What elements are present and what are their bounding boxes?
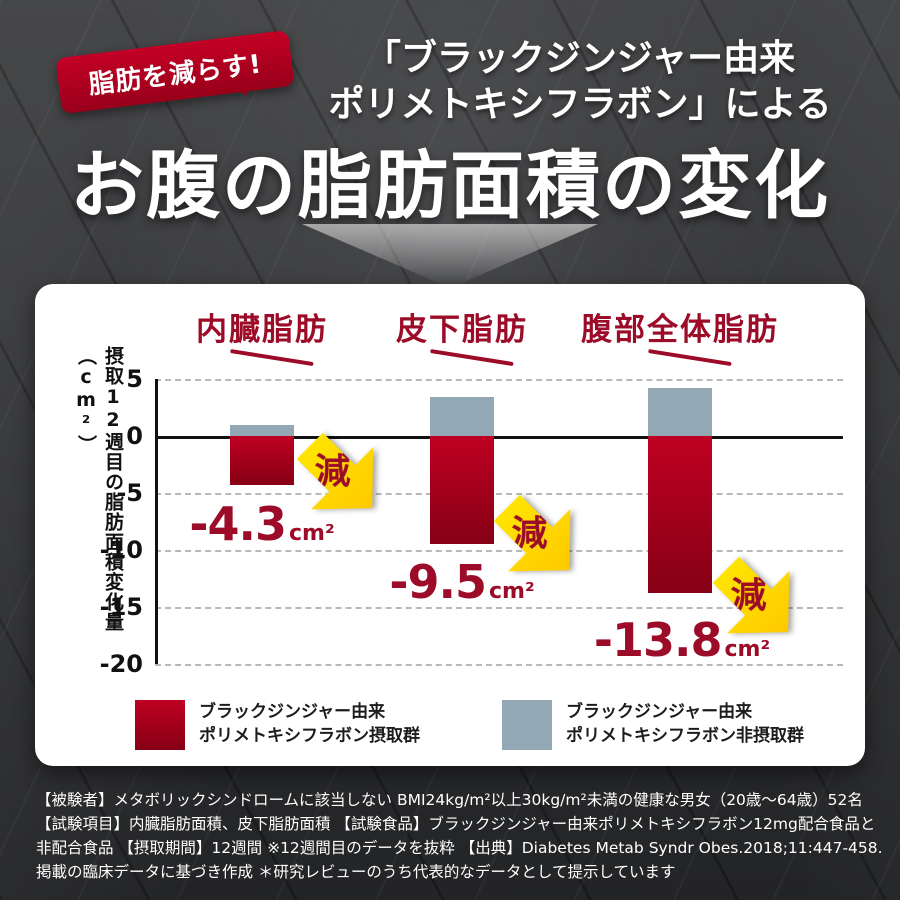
legend-item-intake-group: ブラックジンジャー由来 ポリメトキシフラボン摂取群	[135, 700, 420, 750]
bar-intake	[230, 436, 294, 485]
chart-panel: 内臓脂肪 皮下脂肪 腹部全体脂肪 摂取12週目の脂肪面積変化量（cm²） 5 0…	[35, 284, 865, 766]
plot-area: 5 0 -5 -10 -15 -20	[100, 365, 843, 678]
legend-swatch-non-intake	[502, 700, 552, 750]
reduction-kanji: 減	[511, 513, 548, 555]
zero-line	[155, 436, 843, 439]
value-label-visceral-fat: -4.3 cm²	[147, 497, 377, 551]
y-tick-5: 5	[126, 365, 143, 393]
gridline-m5	[155, 493, 843, 495]
legend-line2: ポリメトキシフラボン摂取群	[199, 726, 420, 746]
value-number: -13.8	[593, 613, 723, 667]
value-label-total-abdominal-fat: -13.8 cm²	[567, 613, 797, 667]
legend-swatch-intake	[135, 700, 185, 750]
value-label-subcutaneous-fat: -9.5 cm²	[347, 555, 577, 609]
y-tick-0: 0	[126, 422, 143, 450]
gridline-m15	[155, 607, 843, 609]
category-label-visceral-fat: 内臓脂肪	[196, 304, 328, 358]
bar-group-total-abdominal-fat	[648, 379, 712, 664]
badge-label: 脂肪を減らす!	[86, 48, 264, 100]
value-number: -4.3	[189, 497, 287, 551]
bar-group-subcutaneous-fat	[430, 379, 494, 664]
footnote-line: 【被験者】メタボリックシンドロームに該当しない BMI24kg/m²以上30kg…	[36, 791, 863, 809]
y-axis-line	[155, 379, 158, 664]
category-label-total-abdominal-fat: 腹部全体脂肪	[581, 304, 779, 358]
footnote-line: 非配合食品 【摂取期間】12週間 ※12週間目のデータを抜粋 【出典】Diabe…	[36, 839, 883, 858]
reduction-kanji: 減	[730, 575, 767, 617]
bar-intake	[648, 436, 712, 594]
footnote-line: 【試験項目】内臓脂肪面積、皮下脂肪面積 【試験食品】ブラックジンジャー由来ポリメ…	[36, 815, 876, 834]
reduction-kanji: 減	[314, 451, 351, 493]
legend: ブラックジンジャー由来 ポリメトキシフラボン摂取群 ブラックジンジャー由来 ポリ…	[135, 700, 804, 750]
legend-line2: ポリメトキシフラボン非摂取群	[566, 726, 804, 746]
y-tick-m20: -20	[99, 650, 143, 678]
footnote-line: 掲載の臨床データに基づき作成 ＊研究レビューのうち代表的なデータとして提示してい…	[36, 863, 676, 882]
fat-reduction-badge: 脂肪を減らす!	[55, 29, 295, 115]
page-title: お腹の脂肪面積の変化	[70, 143, 830, 229]
bar-non-intake	[230, 424, 294, 436]
y-tick-m15: -15	[99, 593, 143, 621]
gridline-5	[155, 379, 843, 381]
value-unit: cm²	[724, 637, 771, 662]
subtitle-line1: 「ブラックジンジャー由来	[364, 38, 796, 79]
legend-item-non-intake-group: ブラックジンジャー由来 ポリメトキシフラボン非摂取群	[502, 700, 804, 750]
y-tick-m5: -5	[116, 479, 143, 507]
bar-group-visceral-fat	[230, 379, 294, 664]
legend-label-non-intake: ブラックジンジャー由来 ポリメトキシフラボン非摂取群	[566, 701, 804, 749]
spotlight-beam	[302, 224, 598, 288]
value-number: -9.5	[389, 555, 487, 609]
bar-non-intake	[430, 397, 494, 436]
legend-line1: ブラックジンジャー由来	[199, 702, 386, 723]
footnote: 【被験者】メタボリックシンドロームに該当しない BMI24kg/m²以上30kg…	[36, 788, 883, 884]
legend-label-intake: ブラックジンジャー由来 ポリメトキシフラボン摂取群	[199, 701, 420, 749]
gridline-m10	[155, 550, 843, 552]
bar-non-intake	[648, 388, 712, 436]
gridline-m20	[155, 664, 843, 666]
subtitle: 「ブラックジンジャー由来 ポリメトキシフラボン」による	[292, 36, 868, 128]
legend-line1: ブラックジンジャー由来	[566, 702, 753, 723]
y-axis-label: 摂取12週目の脂肪面積変化量（cm²）	[75, 346, 124, 632]
subtitle-line2: ポリメトキシフラボン」による	[328, 84, 832, 126]
y-tick-m10: -10	[99, 536, 143, 564]
value-unit: cm²	[488, 579, 535, 604]
category-label-subcutaneous-fat: 皮下脂肪	[396, 304, 528, 358]
bar-intake	[430, 436, 494, 545]
value-unit: cm²	[288, 521, 335, 546]
